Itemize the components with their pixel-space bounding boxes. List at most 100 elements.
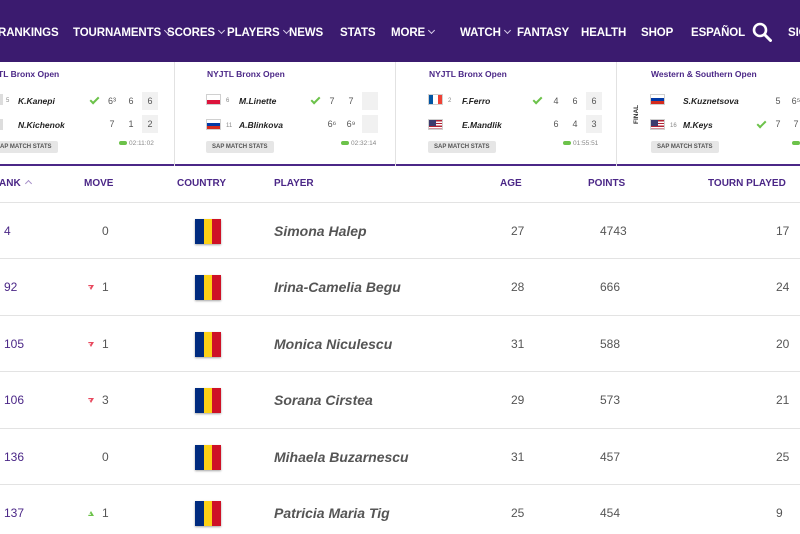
age-column-header[interactable]: AGE [500, 178, 522, 189]
move-value: 0 [102, 449, 109, 464]
rank-value: 4 [4, 224, 11, 238]
move-down-icon [88, 285, 94, 291]
nav-tournaments[interactable]: TOURNAMENTS [73, 0, 172, 62]
points-value: 454 [600, 506, 621, 520]
nav-more[interactable]: MORE [391, 0, 436, 62]
move-column-header[interactable]: MOVE [84, 178, 114, 189]
player-name[interactable]: F.Ferro [462, 96, 491, 106]
winner-check-icon [756, 118, 767, 129]
nav-espanol[interactable]: ESPAÑOL [691, 27, 746, 39]
player-name[interactable]: M.Linette [239, 96, 277, 106]
set-score [362, 115, 378, 133]
match-card[interactable]: NYJTL Bronx Open 6 M.Linette 7 7 11 A.Bl… [175, 62, 395, 166]
sort-up-icon [24, 179, 32, 188]
nav-sign-in[interactable]: SIG [788, 27, 800, 39]
set-score: 7 [109, 119, 115, 129]
romania-flag-icon [195, 388, 222, 414]
nav-watch[interactable]: WATCH [460, 0, 511, 62]
match-stats-button[interactable]: SAP MATCH STATS [206, 141, 274, 153]
set-score: 6 [572, 96, 578, 106]
rank-column-header[interactable]: ANK [0, 178, 32, 189]
player-seed: 2 [448, 98, 452, 104]
match-duration: 01:55:51 [563, 140, 598, 147]
country-column-header[interactable]: COUNTRY [177, 178, 227, 189]
usa-flag-icon [650, 119, 665, 130]
match-card[interactable]: TL Bronx Open 5 K.Kanepi N.Kichenok 6³ 6… [0, 62, 174, 166]
france-flag-icon [428, 94, 443, 105]
rank-value: 92 [4, 280, 18, 295]
nav-rankings[interactable]: RANKINGS [0, 27, 59, 39]
match-stats-button[interactable]: SAP MATCH STATS [428, 141, 496, 153]
player-name[interactable]: E.Mandlik [462, 120, 502, 130]
table-row[interactable]: 136 0 Mihaela Buzarnescu 31 457 25 [0, 427, 800, 484]
age-value: 27 [511, 224, 525, 238]
tournament-name: NYJTL Bronx Open [207, 69, 285, 79]
player-name[interactable]: S.Kuznetsova [683, 96, 739, 106]
rank-value: 136 [4, 449, 25, 464]
nav-players[interactable]: PLAYERS [227, 0, 290, 62]
player-name-link[interactable]: Irina-Camelia Begu [274, 279, 401, 296]
move-up-icon [88, 511, 94, 516]
age-value: 31 [511, 336, 525, 351]
player-seed: 5 [6, 98, 10, 104]
set-score: 6⁶ [327, 119, 337, 129]
player-name-link[interactable]: Sorana Cirstea [274, 392, 373, 409]
player-name-link[interactable]: Monica Niculescu [274, 335, 393, 352]
russia-flag-icon [206, 119, 221, 130]
table-row[interactable]: 105 1 Monica Niculescu 31 588 20 [0, 314, 800, 371]
table-row[interactable]: 137 1 Patricia Maria Tig 25 454 9 [0, 484, 800, 534]
tourn-played-value: 17 [776, 224, 790, 238]
player-seed: 11 [226, 123, 233, 129]
player-name[interactable]: M.Keys [683, 120, 713, 130]
set-score: 5 [775, 96, 781, 106]
chevron-down-icon [428, 26, 436, 35]
nav-news[interactable]: NEWS [289, 27, 324, 39]
rankings-table-header: ANK MOVE COUNTRY PLAYER AGE POINTS TOURN… [0, 168, 800, 202]
table-row[interactable]: 92 1 Irina-Camelia Begu 28 666 24 [0, 258, 800, 314]
final-label: FINAL [633, 104, 640, 124]
set-score: 4 [553, 96, 559, 106]
age-value: 29 [511, 393, 525, 408]
live-dot-icon [792, 141, 800, 146]
player-name[interactable]: A.Blinkova [239, 120, 283, 130]
match-card[interactable]: Western & Southern Open FINAL S.Kuznetso… [617, 62, 800, 166]
player-name[interactable]: K.Kanepi [18, 96, 55, 106]
player-name-link[interactable]: Mihaela Buzarnescu [274, 448, 409, 465]
points-value: 666 [600, 280, 621, 295]
nav-health[interactable]: HEALTH [581, 27, 627, 39]
player-name-link[interactable]: Simona Halep [274, 223, 367, 239]
player-name-link[interactable]: Patricia Maria Tig [274, 505, 390, 521]
set-score: 6³ [107, 96, 116, 106]
search-icon[interactable] [752, 22, 772, 42]
match-stats-button[interactable]: SAP MATCH STATS [651, 141, 719, 153]
move-value: 1 [102, 336, 109, 351]
table-row[interactable]: 4 0 Simona Halep 27 4743 17 [0, 202, 800, 258]
chevron-down-icon [503, 26, 511, 35]
nav-scores[interactable]: SCORES [167, 0, 226, 62]
romania-flag-icon [195, 331, 222, 357]
match-duration: 02:32:14 [341, 140, 376, 147]
set-score: 6⁹ [346, 119, 356, 129]
player-column-header[interactable]: PLAYER [274, 178, 314, 189]
set-score: 6⁵ [791, 96, 800, 106]
tourn-played-value: 20 [776, 336, 790, 351]
points-column-header[interactable]: POINTS [588, 178, 626, 189]
tourn-played-value: 25 [776, 449, 790, 464]
move-value: 3 [102, 393, 109, 408]
nav-fantasy[interactable]: FANTASY [517, 27, 570, 39]
live-dot-icon [119, 141, 127, 146]
match-card[interactable]: NYJTL Bronx Open 2 F.Ferro 4 6 6 E.Mandl… [396, 62, 616, 166]
table-row[interactable]: 106 3 Sorana Cirstea 29 573 21 [0, 371, 800, 427]
live-dot-icon [341, 141, 349, 146]
move-down-icon [88, 398, 94, 404]
set-score: 6 [128, 96, 134, 106]
tourn-played-column-header[interactable]: TOURN PLAYED [708, 178, 786, 189]
match-stats-button[interactable]: AP MATCH STATS [0, 141, 58, 153]
set-score: 6 [553, 119, 559, 129]
nav-stats[interactable]: STATS [340, 27, 376, 39]
player-name[interactable]: N.Kichenok [18, 120, 65, 130]
nav-shop[interactable]: SHOP [641, 27, 674, 39]
set-score: 2 [142, 115, 158, 133]
usa-flag-icon [428, 119, 443, 130]
set-score: 1 [128, 119, 134, 129]
